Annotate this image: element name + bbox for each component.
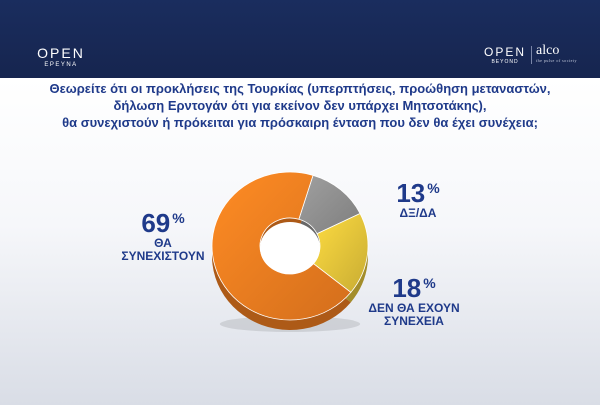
slice-unit-no-continue: % — [423, 275, 436, 291]
slice-name-no-continue-line-1: ΔΕΝ ΘΑ ΕΧΟΥΝ — [368, 301, 460, 315]
slice-name-continue-line-1: ΘΑ — [154, 236, 172, 250]
slice-name-dk: ΔΞ/ΔΑ — [399, 206, 437, 220]
slice-unit-continue: % — [172, 210, 185, 226]
donut-hole — [260, 222, 320, 274]
slice-value-continue: 69 — [141, 208, 171, 238]
slice-label-continue: 69% ΘΑ ΣΥΝΕΧΙΣΤΟΥΝ — [108, 210, 218, 263]
open-beyond-sub-text: BEYOND — [491, 59, 519, 65]
open-logo-text: OPEN — [37, 45, 85, 61]
ereyna-logo-text: ΕΡΕΥΝΑ — [44, 62, 78, 68]
open-beyond-logo: OPEN BEYOND — [482, 46, 528, 65]
slice-value-no-continue: 18 — [392, 273, 422, 303]
survey-question: Θεωρείτε ότι οι προκλήσεις της Τουρκίας … — [10, 80, 590, 131]
alco-logo: alco the pulse of society — [536, 43, 577, 64]
open-beyond-main-text: OPEN — [483, 45, 526, 59]
slice-value-dk: 13 — [396, 178, 426, 208]
slice-name-no-continue-line-2: ΣΥΝΕΧΕΙΑ — [384, 314, 444, 328]
slice-label-no-continue: 18% ΔΕΝ ΘΑ ΕΧΟΥΝ ΣΥΝΕΧΕΙΑ — [358, 275, 470, 328]
question-line-3: θα συνεχιστούν ή πρόκειται για πρόσκαιρη… — [62, 115, 538, 130]
question-line-2: δήλωση Ερντογάν ότι για εκείνον δεν υπάρ… — [113, 98, 487, 113]
slice-name-continue-line-2: ΣΥΝΕΧΙΣΤΟΥΝ — [121, 249, 205, 263]
logo-divider — [531, 46, 532, 64]
question-line-1: Θεωρείτε ότι οι προκλήσεις της Τουρκίας … — [49, 81, 551, 96]
slice-unit-dk: % — [427, 180, 440, 196]
alco-logo-text: alco — [536, 43, 560, 58]
open-ereyna-logo: OPEN ΕΡΕΥΝΑ — [33, 46, 89, 68]
alco-logo-tagline: the pulse of society — [536, 58, 577, 63]
slice-label-dk: 13% ΔΞ/ΔΑ — [388, 180, 448, 220]
top-banner: OPEN ΕΡΕΥΝΑ OPEN BEYOND alco the pulse o… — [0, 0, 600, 78]
